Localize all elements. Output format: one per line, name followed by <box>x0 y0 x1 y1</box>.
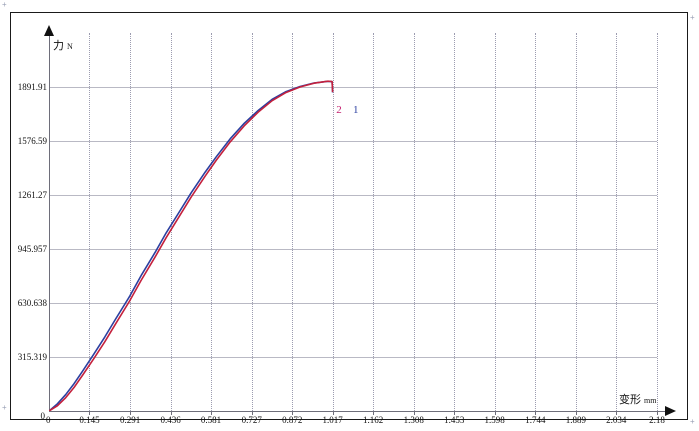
x-axis-arrow-icon <box>665 406 676 416</box>
gridline-vertical <box>170 33 172 411</box>
x-axis-tick-label: 1.889 <box>565 415 586 425</box>
gridline-horizontal <box>49 302 657 304</box>
gridline-vertical <box>332 33 334 411</box>
y-axis-tick-label: 945.957 <box>17 243 47 254</box>
x-axis-tick-mark <box>130 411 132 415</box>
corner-mark-top-right: + <box>690 13 695 22</box>
plot-grid <box>49 33 658 411</box>
gridline-vertical <box>413 33 415 411</box>
y-axis-tick-label: 0 <box>40 411 46 421</box>
gridline-vertical <box>454 33 456 411</box>
x-axis-tick-mark <box>170 411 172 415</box>
x-axis-tick-label: 1.162 <box>362 415 384 425</box>
gridline-vertical <box>89 33 91 411</box>
x-axis-tick-mark <box>454 411 456 415</box>
x-axis-tick-mark <box>251 411 253 415</box>
x-axis-unit: mm <box>644 396 657 405</box>
y-axis-tick-label: 630.638 <box>17 297 47 308</box>
x-axis-tick-label: 0.727 <box>241 415 262 425</box>
gridline-vertical <box>616 33 618 411</box>
curve-layer <box>49 33 657 411</box>
y-axis-tick-label: 1261.27 <box>17 190 47 200</box>
gridline-vertical <box>292 33 294 411</box>
series-label-2: 2 <box>336 104 342 117</box>
x-axis-tick-label: 0.145 <box>79 415 100 425</box>
y-axis-title-text: 力 <box>53 40 64 52</box>
gridline-horizontal <box>49 195 657 196</box>
x-axis-tick-mark <box>535 411 537 415</box>
gridline-vertical <box>211 33 213 411</box>
x-axis-tick-label: 0 <box>46 415 51 425</box>
x-axis-tick-label: 1.453 <box>444 415 465 425</box>
gridline-horizontal <box>49 87 657 88</box>
gridline-horizontal <box>49 141 657 142</box>
x-axis-tick-mark <box>494 411 496 415</box>
x-axis-tick-mark <box>413 411 415 415</box>
x-axis-tick-label: 0.436 <box>160 415 181 425</box>
x-axis-title: 变形 mm <box>619 391 656 407</box>
series-label-1: 1 <box>353 104 359 117</box>
x-axis-tick-mark <box>575 411 577 415</box>
x-axis-tick-label: 0.291 <box>120 415 141 425</box>
y-axis-unit: N <box>67 42 73 51</box>
x-axis-tick-mark <box>373 411 375 415</box>
gridline-vertical <box>657 33 658 411</box>
x-axis-tick-label: 0.872 <box>282 415 303 425</box>
x-axis-tick-mark <box>211 411 213 415</box>
curve-series-2 <box>49 80 334 411</box>
gridline-horizontal <box>49 248 657 250</box>
x-axis-title-text: 变形 <box>619 394 641 406</box>
gridline-vertical <box>494 33 496 411</box>
x-axis-tick-label: 1.017 <box>322 415 343 425</box>
x-axis-tick-mark <box>616 411 618 415</box>
gridline-horizontal <box>49 356 657 358</box>
gridline-vertical <box>251 33 253 411</box>
x-axis-tick-label: 0.581 <box>200 415 222 425</box>
corner-mark-bottom-left: + <box>2 403 7 412</box>
x-axis-tick-label: 1.598 <box>484 415 505 425</box>
x-axis-tick-label: 2.034 <box>606 415 627 425</box>
corner-mark-bottom-right: + <box>690 417 695 426</box>
x-axis-tick-label: 2.18 <box>649 415 665 425</box>
y-axis-arrow-icon <box>44 25 54 36</box>
x-axis-tick-label: 1.308 <box>403 415 424 425</box>
gridline-vertical <box>130 33 132 411</box>
y-axis-tick-label: 315.319 <box>17 351 47 362</box>
y-axis-tick-label: 1576.59 <box>17 136 47 146</box>
y-axis-tick-label: 1891.91 <box>17 82 47 92</box>
x-axis-tick-mark <box>332 411 334 415</box>
y-axis-line <box>49 33 50 411</box>
x-axis-tick-mark <box>89 411 91 415</box>
y-axis-tick-labels: 0 315.319 630.638 945.957 1261.27 1576.59 1891… <box>11 13 47 431</box>
x-axis-tick-mark <box>657 411 658 415</box>
x-axis-line <box>49 411 667 412</box>
gridline-vertical <box>373 33 375 411</box>
x-axis-tick-label: 1.744 <box>525 415 546 425</box>
gridline-vertical <box>575 33 577 411</box>
corner-mark-top-left: + <box>2 0 7 9</box>
x-axis-tick-mark <box>292 411 294 415</box>
gridline-vertical <box>535 33 537 411</box>
